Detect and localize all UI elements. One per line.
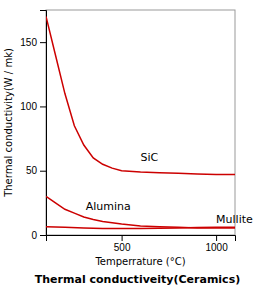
annotation: Alumina [86,200,131,213]
x-tick-mark [216,235,217,241]
x-axis: 500 1000 [47,235,236,253]
y-axis: 0 50 100 150 [20,11,46,241]
y-tick-mark [40,235,46,236]
y-tick-label: 100 [20,101,37,112]
y-tick-mark [40,42,46,43]
y-tick: 50 [26,165,46,176]
annotation: Mullite [216,213,253,226]
y-tick: 150 [20,37,46,48]
chart: 500 1000 0 50 100 150 SiC Alumina Mullite Temperr… [0,0,275,291]
x-axis-line [47,236,236,242]
y-tick-label: 0 [31,230,37,241]
x-axis-title: Temperrature (°C) [94,256,185,267]
plot-frame [46,10,235,235]
annotations: SiC Alumina Mullite [86,151,253,226]
y-tick-mark [40,106,46,107]
plot-area: 500 1000 0 50 100 150 SiC Alumina Mullite [20,10,253,253]
y-axis-line [40,11,47,236]
series-line [46,227,235,229]
y-tick-label: 50 [26,165,38,176]
chart-title: Thermal conductiveity(Ceramics) [35,273,240,286]
x-tick-label: 1000 [205,242,228,253]
x-tick-mark [122,235,123,241]
lines [46,16,235,228]
y-tick: 0 [31,230,46,241]
annotation: SiC [141,151,159,164]
y-tick: 100 [20,101,46,112]
x-tick: 1000 [205,235,228,253]
y-tick-label: 150 [20,37,37,48]
x-tick-label: 500 [114,242,131,253]
x-tick: 500 [114,235,131,253]
series-line [46,196,235,228]
series-line [46,16,235,174]
y-axis-title: Thermal conductivity(W / mk) [3,48,14,198]
y-tick-mark [40,171,46,172]
